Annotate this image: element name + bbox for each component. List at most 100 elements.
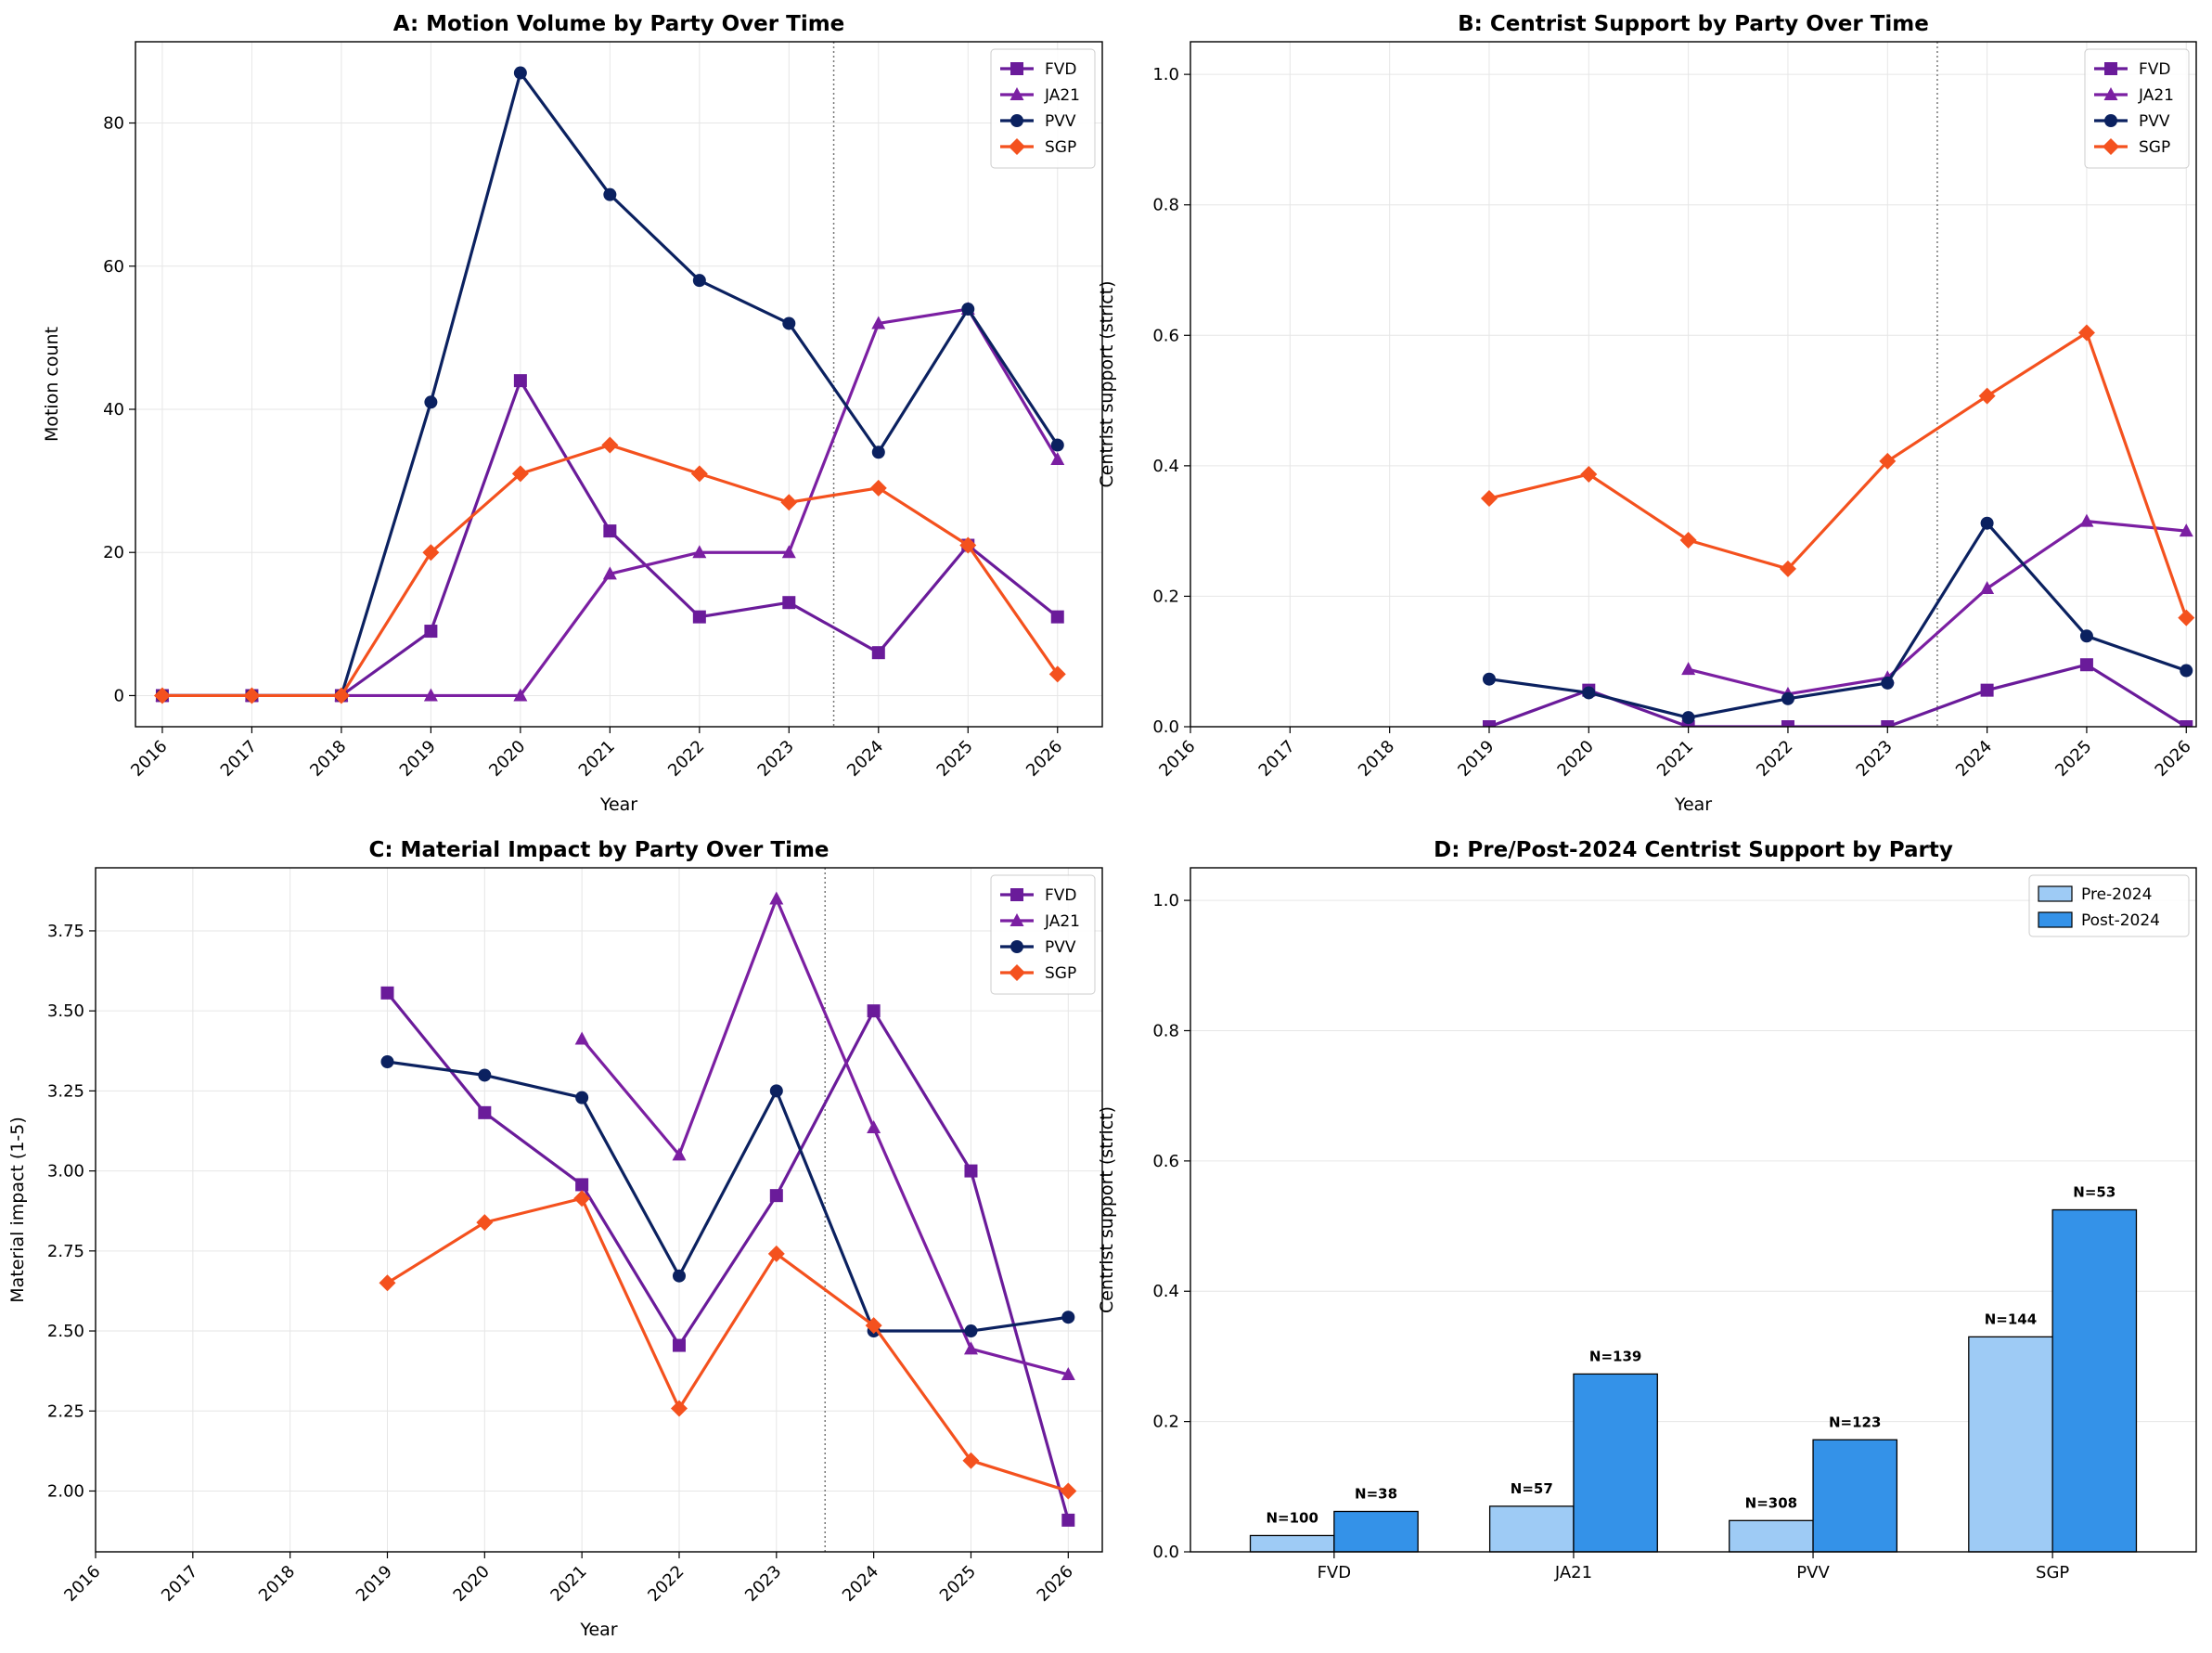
- bar-n-label: N=308: [1745, 1494, 1797, 1511]
- data-point: [769, 1189, 783, 1203]
- legend: FVD JA21 PVV SGP: [990, 48, 1096, 169]
- y-tick-label: 0.8: [1152, 1021, 1179, 1040]
- data-point: [511, 465, 529, 483]
- data-point: [1482, 720, 1496, 727]
- legend-marker: [1010, 62, 1023, 75]
- y-tick-label: 0.6: [1152, 1152, 1179, 1171]
- legend-marker: [2103, 138, 2119, 155]
- x-tick-label: 2020: [1554, 737, 1598, 781]
- bar-post-2024: [1573, 1373, 1658, 1553]
- x-axis-label: Year: [1674, 794, 1712, 815]
- data-point: [1779, 560, 1796, 577]
- data-point: [379, 1274, 396, 1292]
- data-point: [769, 891, 784, 905]
- legend-swatch: [2038, 911, 2073, 928]
- data-point: [1781, 691, 1794, 705]
- bar-pre-2024: [1729, 1519, 1814, 1553]
- legend-label: SGP: [2139, 138, 2170, 157]
- y-tick-label: 3.00: [47, 1162, 84, 1182]
- grid-x: [161, 42, 1059, 727]
- data-point: [513, 688, 528, 702]
- chart-panel-D: 0.0 0.2 0.4 0.6 0.8 1.0 D: Pre/Post-2024 Centr…: [1097, 838, 2197, 1582]
- data-point: [513, 66, 527, 80]
- x-tick-label: 2022: [664, 737, 708, 781]
- data-point: [1482, 672, 1496, 686]
- series-pvv: [1482, 516, 2193, 725]
- y-tick-label: 0.8: [1152, 196, 1179, 215]
- data-point: [871, 446, 885, 459]
- data-point: [1061, 1513, 1075, 1527]
- chart-title: A: Motion Volume by Party Over Time: [393, 12, 845, 36]
- series-line: [1488, 330, 2188, 619]
- data-point: [690, 465, 708, 483]
- y-tick-label: 0.4: [1152, 457, 1179, 476]
- data-point: [2077, 324, 2095, 342]
- legend: Pre-2024 Post-2024: [2028, 874, 2190, 937]
- y-tick-label: 2.75: [47, 1242, 84, 1261]
- data-point: [769, 1084, 783, 1098]
- data-point: [871, 646, 885, 660]
- y-tick-label: 0: [114, 686, 124, 705]
- data-point: [380, 986, 394, 1000]
- y-tick-label: 0.0: [1152, 717, 1179, 737]
- y-tick-label: 0.2: [1152, 587, 1179, 606]
- x-tick-label: 2016: [127, 737, 171, 781]
- data-point: [961, 303, 975, 316]
- data-point: [1061, 1366, 1075, 1380]
- legend-label: FVD: [1045, 60, 1077, 79]
- data-point: [670, 1400, 688, 1417]
- data-point: [1060, 1482, 1077, 1500]
- data-point: [2079, 513, 2094, 527]
- data-point: [1050, 451, 1065, 465]
- x-tick-label: 2025: [936, 1562, 980, 1606]
- data-point: [692, 274, 706, 288]
- bar-n-label: N=139: [1589, 1348, 1641, 1364]
- x-tick-label: 2017: [1255, 737, 1299, 781]
- y-tick-label: 0.6: [1152, 326, 1179, 345]
- series-fvd: [380, 986, 1075, 1527]
- x-tick-label: 2021: [547, 1562, 590, 1606]
- y-tick-label: 0.0: [1152, 1543, 1179, 1562]
- data-point: [962, 1452, 980, 1469]
- plot-frame: [95, 867, 1103, 1553]
- legend: FVD JA21 PVV SGP: [2084, 48, 2190, 169]
- data-point: [1881, 720, 1895, 727]
- series-sgp: [1480, 324, 2195, 626]
- data-point: [1580, 465, 1598, 483]
- legend-marker: [2104, 114, 2117, 127]
- data-point: [1781, 720, 1794, 727]
- legend-label: Pre-2024: [2081, 885, 2152, 904]
- x-tick-label: 2020: [485, 737, 529, 781]
- y-axis-label: Centrist support (strict): [1097, 280, 1117, 487]
- y-tick-label: 40: [103, 400, 124, 420]
- data-point: [692, 545, 707, 559]
- data-point: [959, 536, 977, 554]
- x-tick-label: JA21: [1554, 1563, 1592, 1582]
- data-point: [1480, 490, 1498, 507]
- data-point: [1048, 665, 1066, 683]
- chart-panel-B: 0.0 0.2 0.4 0.6 0.8 1.0 B: Centrist Support by…: [1097, 12, 2197, 815]
- bar-n-label: N=100: [1266, 1509, 1318, 1526]
- data-point: [243, 687, 261, 704]
- y-axis: 0 20 40 60 80: [103, 114, 135, 705]
- data-point: [574, 1031, 589, 1045]
- legend: FVD JA21 PVV SGP: [990, 874, 1096, 995]
- y-tick-label: 3.75: [47, 922, 84, 941]
- data-point: [692, 610, 706, 624]
- y-tick-label: 3.50: [47, 1001, 84, 1021]
- x-tick-label: 2023: [1853, 737, 1897, 781]
- bar-n-label: N=57: [1511, 1480, 1553, 1497]
- bar-pre-2024: [1249, 1534, 1335, 1553]
- legend-label: Post-2024: [2081, 911, 2160, 930]
- y-axis-label: Material impact (1-5): [7, 1117, 28, 1303]
- data-point: [602, 566, 617, 580]
- data-point: [1980, 580, 1995, 594]
- data-point: [781, 545, 796, 559]
- plot-frame: [1190, 41, 2197, 728]
- x-axis-label: Year: [579, 1620, 617, 1640]
- y-tick-label: 20: [103, 543, 124, 562]
- x-tick-label: 2017: [217, 737, 261, 781]
- data-point: [1978, 387, 1996, 405]
- legend-label: FVD: [1045, 886, 1077, 905]
- legend-marker: [1010, 913, 1024, 926]
